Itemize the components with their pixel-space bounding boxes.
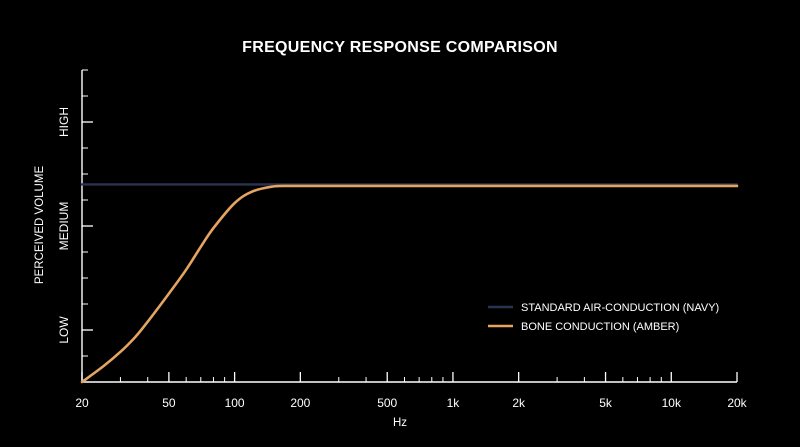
x-tick-label: 5k — [599, 396, 613, 410]
legend-label: BONE CONDUCTION (AMBER) — [521, 321, 679, 333]
axes: 20 50 100 200 500 1k 2k 5k 10k 20k LOW MEDIUM HIGH — [57, 69, 748, 410]
series-line-bone — [80, 184, 739, 384]
x-tick-label: 20k — [727, 396, 747, 410]
legend-label: STANDARD AIR-CONDUCTION (NAVY) — [521, 302, 719, 314]
chart-title: FREQUENCY RESPONSE COMPARISON — [242, 39, 558, 56]
y-axis-label: PERCEIVED VOLUME — [34, 166, 46, 285]
x-tick-label: 20 — [75, 396, 89, 410]
y-tick-label: HIGH — [57, 107, 71, 137]
legend: STANDARD AIR-CONDUCTION (NAVY) BONE CONDU… — [488, 302, 719, 333]
y-tick-label: LOW — [57, 316, 71, 344]
x-tick-label: 500 — [377, 396, 397, 410]
x-tick-label: 100 — [225, 396, 245, 410]
y-tick-label: MEDIUM — [57, 202, 71, 251]
x-tick-label: 10k — [662, 396, 682, 410]
x-axis-label: Hz — [393, 417, 407, 429]
x-tick-label: 50 — [162, 396, 176, 410]
x-tick-label: 1k — [447, 396, 461, 410]
x-tick-label: 2k — [512, 396, 526, 410]
series-layer — [80, 183, 739, 384]
x-tick-label: 200 — [290, 396, 310, 410]
